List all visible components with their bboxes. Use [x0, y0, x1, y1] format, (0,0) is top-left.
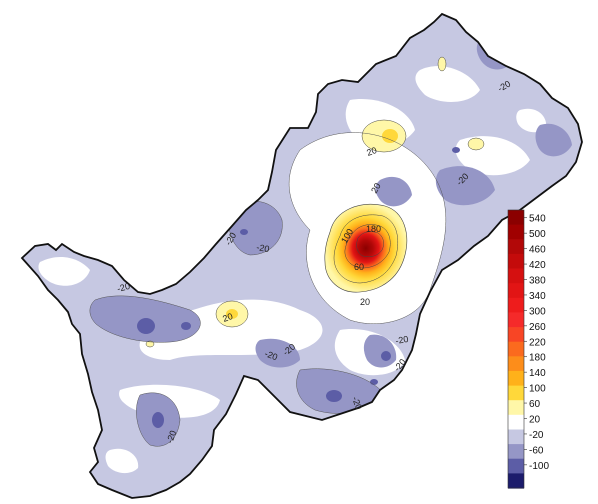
legend-color-band	[508, 224, 524, 240]
legend-tick-label: 300	[529, 306, 546, 317]
legend-tick-label: 220	[529, 337, 546, 348]
legend-tick-label: -20	[529, 430, 544, 441]
contour-labels: -20 20 20 -20 -20 -20 -20 100 180 60 20 …	[116, 79, 512, 445]
legend-color-band	[508, 414, 524, 430]
contour-label: -20	[395, 334, 410, 346]
legend-tick-label: 260	[529, 322, 546, 333]
legend-tick-label: 460	[529, 245, 546, 256]
contour-label: -20	[256, 242, 271, 254]
contour-label: -20	[350, 395, 364, 411]
contour-label: -20	[164, 429, 178, 445]
legend-colorbar	[507, 209, 525, 489]
legend-color-band	[508, 239, 524, 255]
legend-tick-label: -60	[529, 445, 544, 456]
legend-color-band	[508, 356, 524, 372]
legend-frame	[507, 209, 525, 489]
legend-color-band	[508, 268, 524, 284]
contour-label: 20	[369, 181, 383, 195]
legend-color-band	[508, 400, 524, 416]
hotspot	[324, 204, 408, 293]
legend-color-band	[508, 297, 524, 313]
legend-tick-label: 60	[529, 399, 541, 410]
contour-label: -20	[263, 348, 279, 362]
legend-color-band	[508, 458, 524, 474]
contour-label: 20	[360, 297, 370, 307]
legend-color-band	[508, 370, 524, 387]
legend-tick-label: 380	[529, 276, 546, 287]
contour-label: 60	[354, 262, 364, 272]
contour-label: 20	[221, 311, 234, 324]
field-deep-negative-cores	[137, 147, 460, 428]
contour-label: 20	[365, 145, 378, 158]
legend-color-band	[508, 312, 524, 328]
legend-color-band	[508, 341, 524, 357]
legend-color-band	[508, 253, 524, 270]
contour-label: 180	[366, 224, 381, 234]
legend-color-band	[508, 429, 524, 445]
legend-tick-label: 140	[529, 368, 546, 379]
field-positive-bump-cores	[226, 129, 398, 319]
legend-tick-label: -100	[529, 461, 549, 472]
legend-tick-label: 100	[529, 384, 546, 395]
legend-color-band	[508, 473, 524, 489]
legend-tick-label: 420	[529, 260, 546, 271]
legend-color-band	[508, 385, 524, 401]
legend-color-band	[508, 327, 524, 343]
legend-color-band	[508, 283, 524, 299]
legend-color-band	[508, 444, 524, 460]
legend-tick-label: 540	[529, 214, 546, 225]
legend: 540 500 460 420 380 340 300 260 220 180 140 100 60 20…	[507, 209, 549, 489]
region-boundary	[20, 12, 583, 499]
legend-tick-labels: 540 500 460 420 380 340 300 260 220 180 140 100 60 20…	[524, 214, 549, 472]
legend-tick-label: 20	[529, 415, 541, 426]
legend-tick-label: 180	[529, 353, 546, 364]
legend-tick-label: 340	[529, 291, 546, 302]
legend-color-band	[508, 210, 524, 226]
legend-tick-label: 500	[529, 229, 546, 240]
contour-label: -20	[116, 281, 131, 294]
